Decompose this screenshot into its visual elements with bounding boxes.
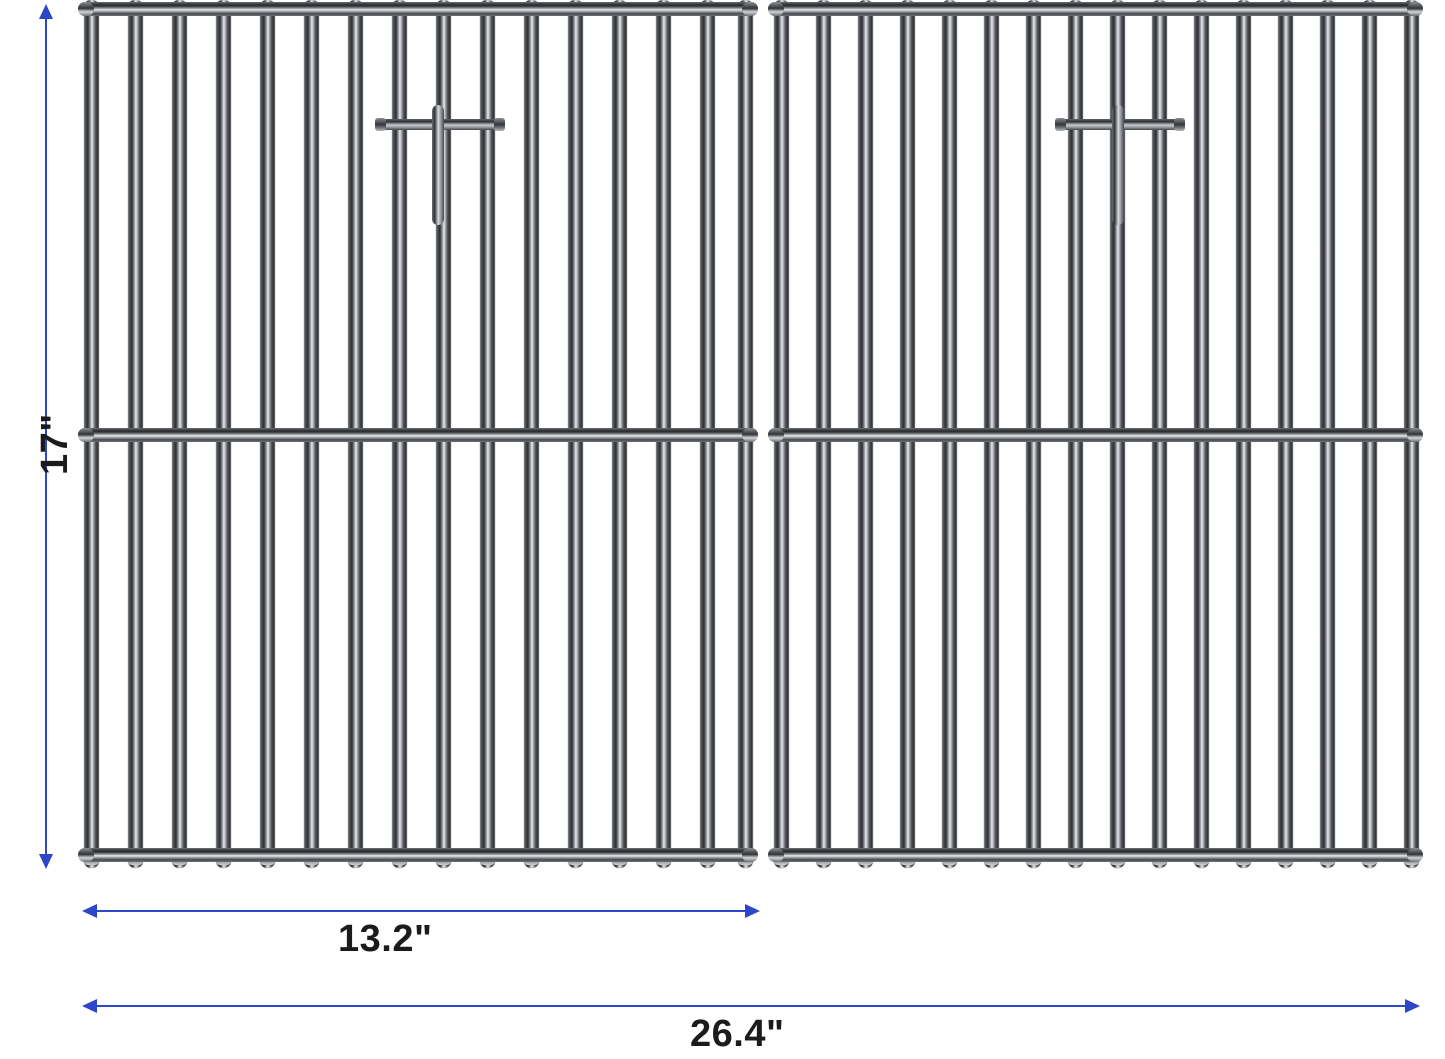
handle-end-right xyxy=(494,118,505,131)
frame-cap xyxy=(78,848,94,862)
frame-cap xyxy=(742,848,758,862)
grate-crossbar-middle xyxy=(78,428,758,442)
frame-cap xyxy=(1407,428,1423,442)
height-arrow-top xyxy=(39,4,53,19)
handle-end-left xyxy=(375,118,386,131)
grate-handle xyxy=(375,105,505,225)
total-width-arrow-right xyxy=(1405,999,1420,1013)
total-width-arrow-left xyxy=(82,999,97,1013)
height-arrow-bottom xyxy=(39,854,53,869)
handle-stem xyxy=(1112,105,1124,225)
grate-crossbar-bottom xyxy=(78,848,758,862)
frame-cap xyxy=(768,2,784,16)
frame-cap xyxy=(78,2,94,16)
grate-handle xyxy=(1055,105,1185,225)
panel-width-arrow-left xyxy=(82,904,97,918)
frame-cap xyxy=(742,2,758,16)
frame-cap xyxy=(768,428,784,442)
grate-crossbar-bottom xyxy=(768,848,1423,862)
grate-crossbar-top xyxy=(78,2,758,16)
handle-stem xyxy=(432,105,444,225)
frame-cap xyxy=(1407,848,1423,862)
panel-width-dimension-line xyxy=(95,910,745,912)
total-width-dimension-line xyxy=(95,1005,1405,1007)
height-dimension-line xyxy=(45,18,47,858)
frame-cap xyxy=(742,428,758,442)
handle-end-right xyxy=(1174,118,1185,131)
total-width-dimension-label: 26.4" xyxy=(690,1013,785,1055)
panel-width-dimension-label: 13.2" xyxy=(338,918,433,960)
frame-cap xyxy=(768,848,784,862)
grate-crossbar-middle xyxy=(768,428,1423,442)
left-grate xyxy=(78,0,758,868)
grate-crossbar-top xyxy=(768,2,1423,16)
panel-width-arrow-right xyxy=(745,904,760,918)
frame-cap xyxy=(78,428,94,442)
frame-cap xyxy=(1407,2,1423,16)
right-grate xyxy=(768,0,1423,868)
height-dimension-label: 17" xyxy=(34,413,76,475)
handle-end-left xyxy=(1055,118,1066,131)
